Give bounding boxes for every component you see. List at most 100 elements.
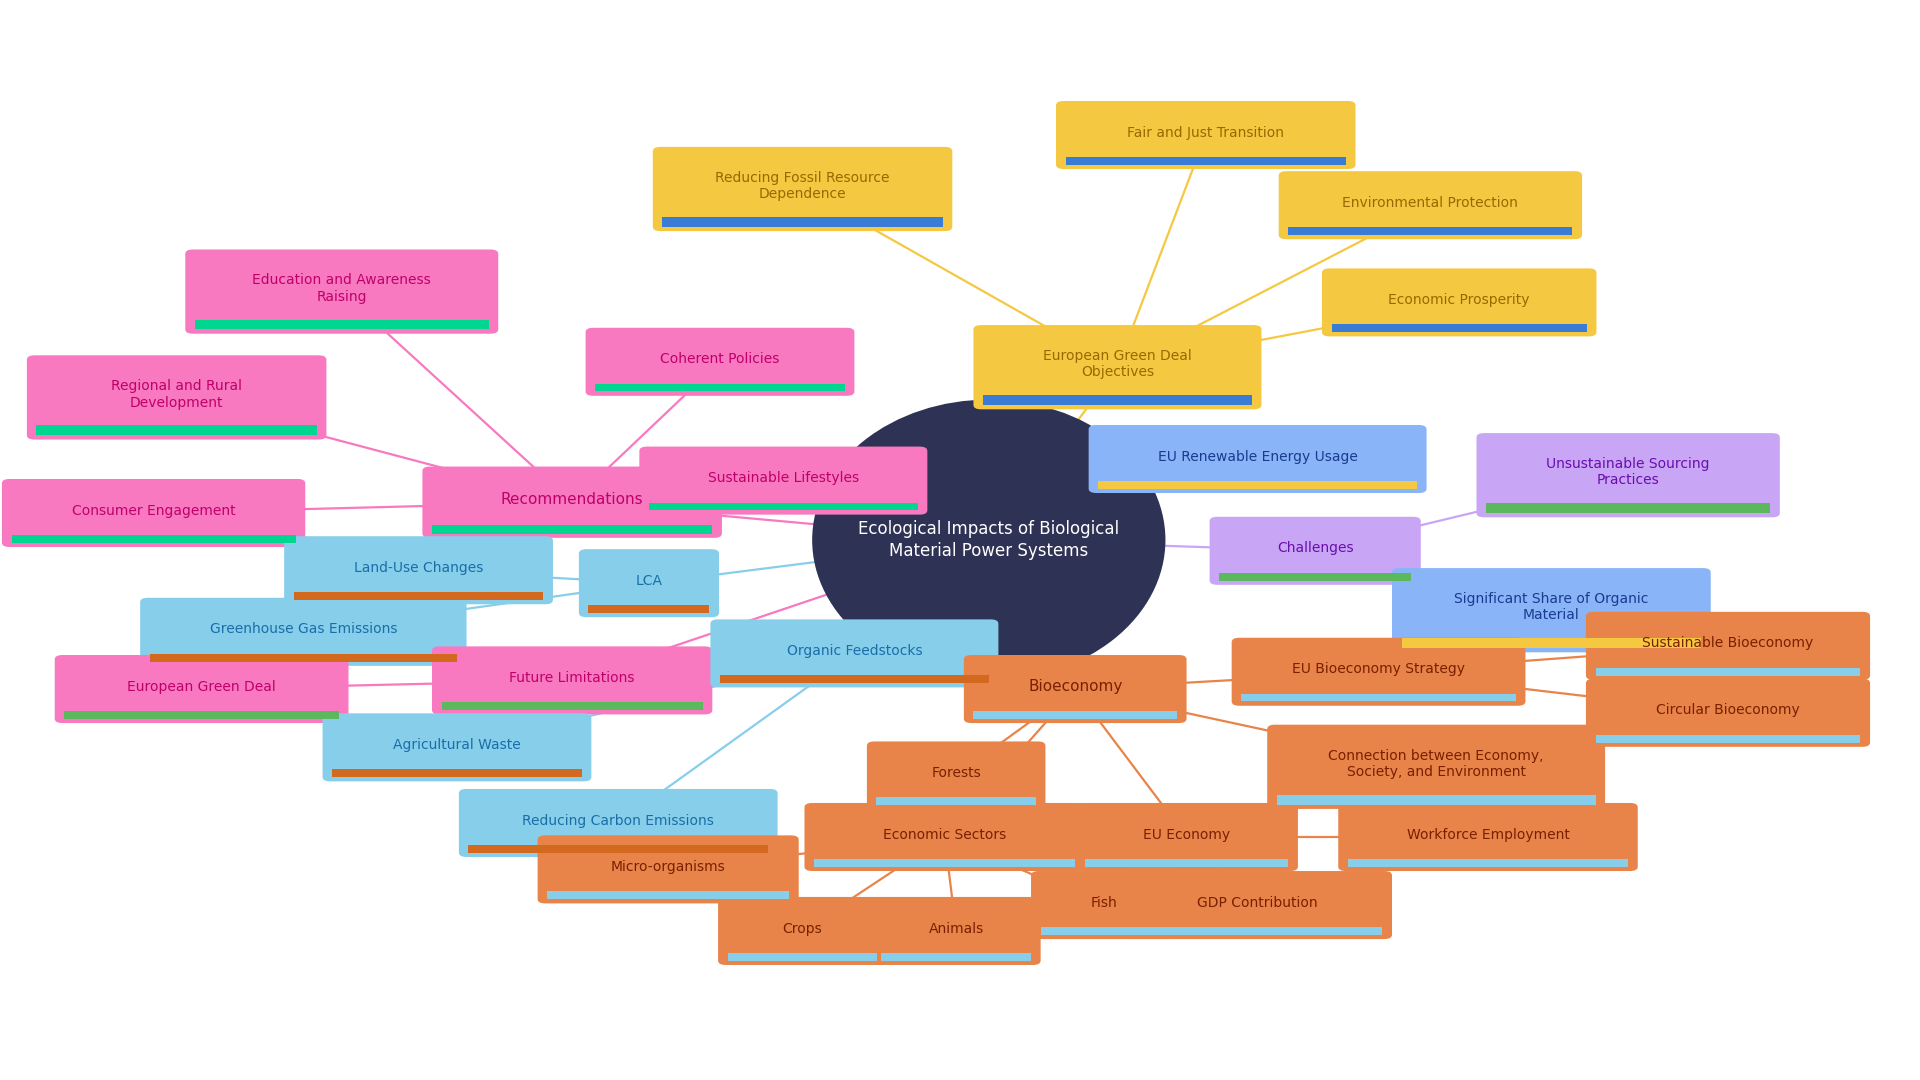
FancyBboxPatch shape (639, 446, 927, 515)
Text: Organic Feedstocks: Organic Feedstocks (787, 644, 922, 658)
Text: Land-Use Changes: Land-Use Changes (353, 561, 484, 575)
Text: Sustainable Lifestyles: Sustainable Lifestyles (708, 471, 858, 485)
Text: Connection between Economy,
Society, and Environment: Connection between Economy, Society, and… (1329, 748, 1544, 779)
FancyBboxPatch shape (332, 769, 582, 777)
Text: Fish: Fish (1091, 895, 1117, 909)
Text: Forests: Forests (931, 766, 981, 780)
Text: Regional and Rural
Development: Regional and Rural Development (111, 379, 242, 409)
FancyBboxPatch shape (718, 896, 887, 966)
FancyBboxPatch shape (442, 702, 703, 711)
Text: Greenhouse Gas Emissions: Greenhouse Gas Emissions (209, 622, 397, 636)
FancyBboxPatch shape (12, 535, 296, 542)
Text: Recommendations: Recommendations (501, 492, 643, 508)
Text: EU Bioeconomy Strategy: EU Bioeconomy Strategy (1292, 662, 1465, 676)
FancyBboxPatch shape (1338, 804, 1638, 870)
Text: Significant Share of Organic
Material: Significant Share of Organic Material (1453, 592, 1649, 622)
FancyBboxPatch shape (973, 325, 1261, 409)
FancyBboxPatch shape (184, 249, 499, 334)
FancyBboxPatch shape (1586, 611, 1870, 680)
FancyBboxPatch shape (588, 605, 708, 613)
FancyBboxPatch shape (1321, 268, 1597, 336)
FancyBboxPatch shape (1056, 100, 1356, 168)
FancyBboxPatch shape (422, 467, 722, 538)
FancyBboxPatch shape (538, 836, 799, 903)
FancyBboxPatch shape (728, 953, 877, 961)
FancyBboxPatch shape (1089, 424, 1427, 492)
Text: Ecological Impacts of Biological
Material Power Systems: Ecological Impacts of Biological Materia… (858, 519, 1119, 561)
FancyBboxPatch shape (27, 355, 326, 440)
FancyBboxPatch shape (547, 891, 789, 899)
Text: EU Renewable Energy Usage: EU Renewable Energy Usage (1158, 449, 1357, 463)
FancyBboxPatch shape (1596, 734, 1860, 743)
FancyBboxPatch shape (294, 592, 543, 600)
FancyBboxPatch shape (65, 711, 338, 719)
FancyBboxPatch shape (868, 741, 1044, 810)
FancyBboxPatch shape (1233, 637, 1524, 706)
FancyBboxPatch shape (1586, 679, 1870, 747)
FancyBboxPatch shape (1133, 927, 1382, 934)
FancyBboxPatch shape (1348, 859, 1628, 866)
FancyBboxPatch shape (1075, 804, 1298, 870)
FancyBboxPatch shape (876, 797, 1037, 806)
FancyBboxPatch shape (1267, 725, 1605, 809)
Text: GDP Contribution: GDP Contribution (1198, 895, 1317, 909)
Text: Economic Sectors: Economic Sectors (883, 827, 1006, 841)
FancyBboxPatch shape (1476, 433, 1780, 517)
FancyBboxPatch shape (1486, 503, 1770, 513)
FancyBboxPatch shape (710, 619, 998, 688)
FancyBboxPatch shape (872, 896, 1041, 966)
FancyBboxPatch shape (284, 537, 553, 605)
FancyBboxPatch shape (1085, 859, 1288, 866)
FancyBboxPatch shape (2, 480, 305, 546)
FancyBboxPatch shape (1210, 517, 1421, 585)
Text: Fair and Just Transition: Fair and Just Transition (1127, 125, 1284, 139)
FancyBboxPatch shape (964, 654, 1187, 724)
Text: Economic Prosperity: Economic Prosperity (1388, 293, 1530, 307)
Text: Unsustainable Sourcing
Practices: Unsustainable Sourcing Practices (1546, 457, 1711, 487)
Text: Micro-organisms: Micro-organisms (611, 860, 726, 874)
FancyBboxPatch shape (459, 788, 778, 858)
FancyBboxPatch shape (814, 859, 1075, 866)
FancyBboxPatch shape (1277, 795, 1596, 805)
FancyBboxPatch shape (649, 502, 918, 511)
FancyBboxPatch shape (150, 653, 457, 661)
FancyBboxPatch shape (1219, 572, 1411, 581)
FancyBboxPatch shape (1279, 171, 1582, 239)
FancyBboxPatch shape (54, 654, 349, 724)
FancyBboxPatch shape (983, 395, 1252, 405)
Text: Bioeconomy: Bioeconomy (1027, 679, 1123, 694)
Text: European Green Deal
Objectives: European Green Deal Objectives (1043, 349, 1192, 379)
Text: Agricultural Waste: Agricultural Waste (394, 738, 520, 752)
FancyBboxPatch shape (580, 550, 718, 618)
Text: Consumer Engagement: Consumer Engagement (71, 503, 236, 517)
FancyBboxPatch shape (881, 953, 1031, 961)
FancyBboxPatch shape (1123, 870, 1392, 939)
FancyBboxPatch shape (140, 597, 467, 665)
FancyBboxPatch shape (1402, 638, 1701, 648)
FancyBboxPatch shape (1041, 927, 1167, 934)
Text: Sustainable Bioeconomy: Sustainable Bioeconomy (1642, 636, 1814, 650)
Ellipse shape (812, 400, 1165, 680)
FancyBboxPatch shape (1066, 157, 1346, 164)
Text: Challenges: Challenges (1277, 541, 1354, 555)
FancyBboxPatch shape (586, 327, 854, 395)
FancyBboxPatch shape (1098, 481, 1417, 488)
Text: Reducing Carbon Emissions: Reducing Carbon Emissions (522, 813, 714, 827)
Text: LCA: LCA (636, 573, 662, 588)
Text: Animals: Animals (929, 921, 983, 935)
FancyBboxPatch shape (653, 147, 952, 231)
Text: Crops: Crops (783, 921, 822, 935)
Text: Coherent Policies: Coherent Policies (660, 352, 780, 366)
FancyBboxPatch shape (662, 217, 943, 227)
FancyBboxPatch shape (1288, 227, 1572, 234)
FancyBboxPatch shape (432, 646, 712, 715)
FancyBboxPatch shape (1031, 870, 1177, 939)
Text: Workforce Employment: Workforce Employment (1407, 827, 1569, 841)
Text: Future Limitations: Future Limitations (509, 671, 636, 685)
Text: European Green Deal: European Green Deal (127, 679, 276, 693)
FancyBboxPatch shape (323, 713, 591, 782)
FancyBboxPatch shape (720, 675, 989, 684)
Text: EU Economy: EU Economy (1142, 827, 1231, 841)
FancyBboxPatch shape (196, 320, 488, 329)
Text: Circular Bioeconomy: Circular Bioeconomy (1657, 703, 1799, 717)
